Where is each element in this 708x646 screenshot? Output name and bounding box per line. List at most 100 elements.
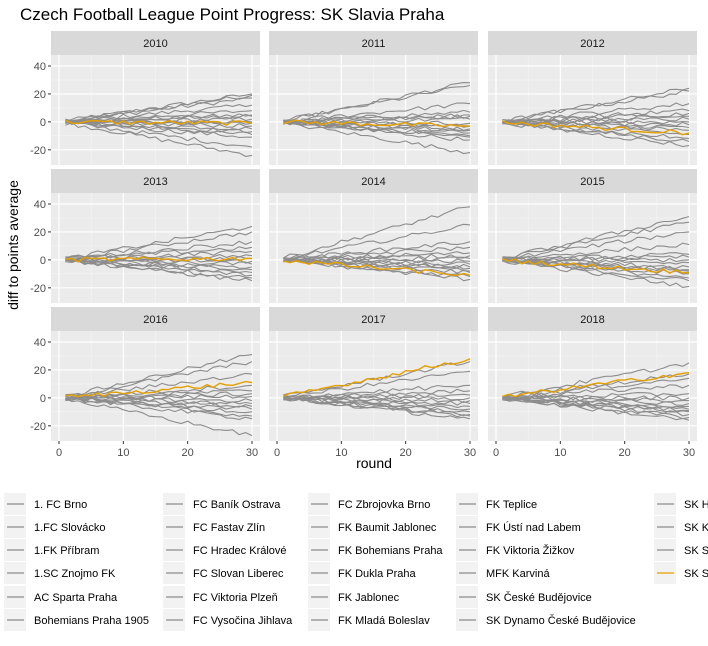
x-tick-label: 30 [683,447,695,459]
legend-item: FC Zbrojovka Brno [308,493,430,515]
series-line-other [65,396,253,414]
facet-strip [269,169,478,193]
series-line-other [283,120,471,142]
y-tick-label: 0 [40,393,46,405]
facet-panel-2017: 2017 0 10 20 30 [269,307,478,459]
x-tick-label: 20 [619,447,631,459]
series-line-other [502,120,690,148]
facet-panel-2015: 2015 [488,169,697,303]
y-tick-label: 0 [40,255,46,267]
series-line-other [65,120,252,139]
x-tick-label: 0 [56,447,62,459]
facet-strip [51,169,260,193]
series-line-other [502,221,690,259]
series-line-other [65,259,253,279]
series-line-other [65,104,253,123]
legend-label: FK Viktoria Žižkov [486,544,575,557]
legend-item: FC Viktoria Plzeň [163,586,278,608]
facet-strip-label: 2016 [143,314,167,326]
y-axis-title: diff to points average [5,180,21,310]
legend-item: 1.FC Slovácko [4,516,106,538]
series-line-other [65,121,253,148]
y-tick-label: 40 [34,199,46,211]
series-line-other [502,397,690,421]
y-tick-label: 20 [34,89,46,101]
series-line-other [283,120,471,128]
y-tick-label: 40 [34,61,46,73]
legend-item: SK S [654,539,708,561]
y-tick-label: 20 [34,365,46,377]
legend-item: SK S [654,562,708,584]
series-line-other [283,397,471,411]
x-tick-label: 30 [464,447,476,459]
legend-label: SK České Budějovice [486,591,592,604]
x-tick-label: 0 [493,447,499,459]
legend-label: SK K [684,522,708,534]
x-tick-label: 10 [335,447,347,459]
legend-label: FK Jablonec [338,592,400,604]
series-line-other [502,257,690,263]
facet-panel-2010: 2010 -20 0 20 40 [30,31,260,165]
series-line-other [65,259,253,282]
facet-panel-2013: 2013 -20 0 20 40 [30,169,260,303]
series-line-highlight [65,119,253,126]
legend-label: FC Zbrojovka Brno [338,499,430,511]
facet-strip [488,31,697,55]
facet-strip-label: 2017 [361,314,385,326]
series-line-other [502,231,690,260]
series-line-other [283,257,471,264]
series-line-other [65,397,253,437]
series-line-other [283,113,471,124]
series-line-other [65,259,253,271]
series-line-highlight [502,372,690,398]
legend-label: FC Hradec Králové [193,545,287,557]
facet-panel-2011: 2011 [269,31,478,165]
series-line-other [502,89,690,122]
y-tick-label: 0 [40,117,46,129]
legend-item: SK K [654,516,708,538]
series-line-other [65,354,253,398]
legend-label: FK Teplice [486,499,537,511]
series-line-other [65,121,253,157]
facet-panel-2016: 2016 -20 0 20 40 0 10 20 30 [30,307,260,459]
legend-label: AC Sparta Praha [34,592,118,604]
legend-label: FK Ústí nad Labem [486,521,581,534]
facet-strip [51,31,260,55]
legend-label: FK Dukla Praha [338,568,417,580]
series-line-other [502,120,690,129]
legend-item: 1. FC Brno [4,493,87,515]
legend-label: MFK Karviná [486,568,550,580]
legend-label: 1. FC Brno [34,499,87,511]
facet-strip-label: 2012 [580,38,604,50]
series-line-other [65,116,253,124]
facet-strip [51,307,260,331]
legend-label: FC Baník Ostrava [193,499,281,511]
legend-item: FK Bohemians Praha [308,539,443,561]
facet-strip-label: 2018 [580,314,604,326]
series-line-other [502,121,690,140]
series-line-other [283,397,471,420]
legend-label: SK Dynamo České Budějovice [486,614,636,627]
facet-panel-2014: 2014 [269,169,478,303]
series-line-other [65,119,253,131]
legend-item: FK Mladá Boleslav [308,609,430,631]
series-line-other [502,116,690,124]
series-line-highlight [65,380,253,398]
legend-item: FC Vysočina Jihlava [163,609,293,631]
legend-item: FC Fastav Zlín [163,516,265,538]
legend-label: SK S [684,568,708,580]
legend-item: FC Slovan Liberec [163,562,284,584]
facet-panel-2012: 2012 [488,31,697,165]
series-line-other [283,121,471,155]
series-line-other [502,258,690,272]
facet-strip-label: 2013 [143,176,167,188]
series-line-highlight [283,119,471,128]
facet-strip-label: 2015 [580,176,604,188]
legend-item: AC Sparta Praha [4,586,118,608]
series-line-other [65,246,253,262]
legend-label: FC Fastav Zlín [193,522,265,534]
series-line-other [65,372,253,398]
legend-item: FK Viktoria Žižkov [456,539,575,561]
series-line-other [65,397,253,417]
